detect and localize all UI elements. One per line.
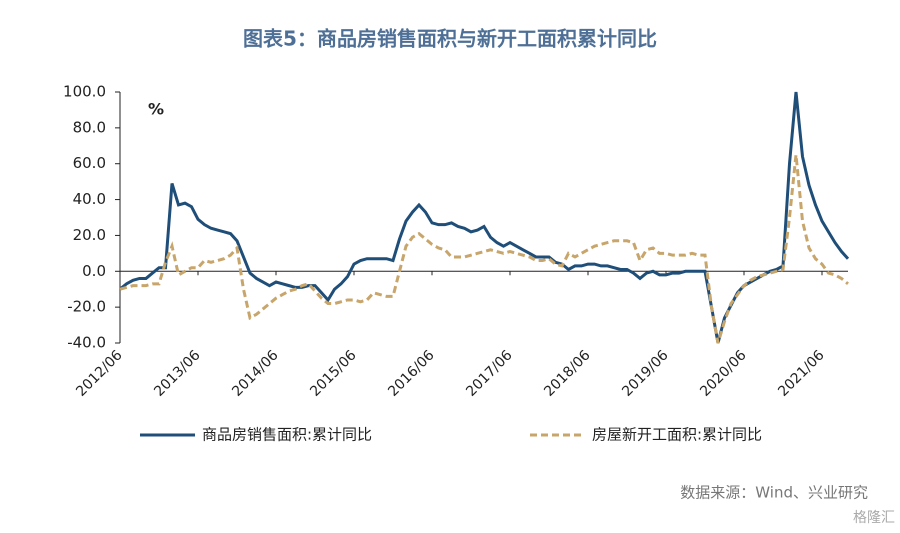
x-tick-label: 2014/06: [229, 347, 282, 400]
y-tick-label: -20.0: [67, 298, 106, 316]
watermark: 格隆汇: [853, 510, 895, 526]
x-tick-label: 2019/06: [619, 347, 672, 400]
series-line: [119, 154, 849, 344]
source: 数据来源：Wind、兴业研究: [680, 484, 868, 502]
legend-label: 商品房销售面积:累计同比: [202, 426, 372, 444]
y-tick-label: 100.0: [63, 83, 106, 101]
y-tick-label: 0.0: [82, 262, 106, 280]
x-tick-label: 2012/06: [73, 347, 126, 400]
y-tick-label: 80.0: [73, 118, 106, 136]
x-tick-label: 2021/06: [775, 347, 828, 400]
chart-title: 图表5：商品房销售面积与新开工面积累计同比: [243, 27, 657, 51]
x-tick-label: 2013/06: [151, 347, 204, 400]
x-tick-label: 2017/06: [463, 347, 516, 400]
legend-label: 房屋新开工面积:累计同比: [592, 426, 762, 444]
x-tick-label: 2015/06: [307, 347, 360, 400]
x-tick-label: 2018/06: [541, 347, 594, 400]
y-tick-label: 60.0: [73, 154, 106, 172]
x-tick-label: 2020/06: [697, 347, 750, 400]
unit-label: %: [148, 100, 164, 119]
y-tick-label: 20.0: [73, 226, 106, 244]
y-tick-label: -40.0: [67, 334, 106, 352]
y-tick-label: 40.0: [73, 190, 106, 208]
series-line: [119, 91, 850, 344]
x-tick-label: 2016/06: [385, 347, 438, 400]
